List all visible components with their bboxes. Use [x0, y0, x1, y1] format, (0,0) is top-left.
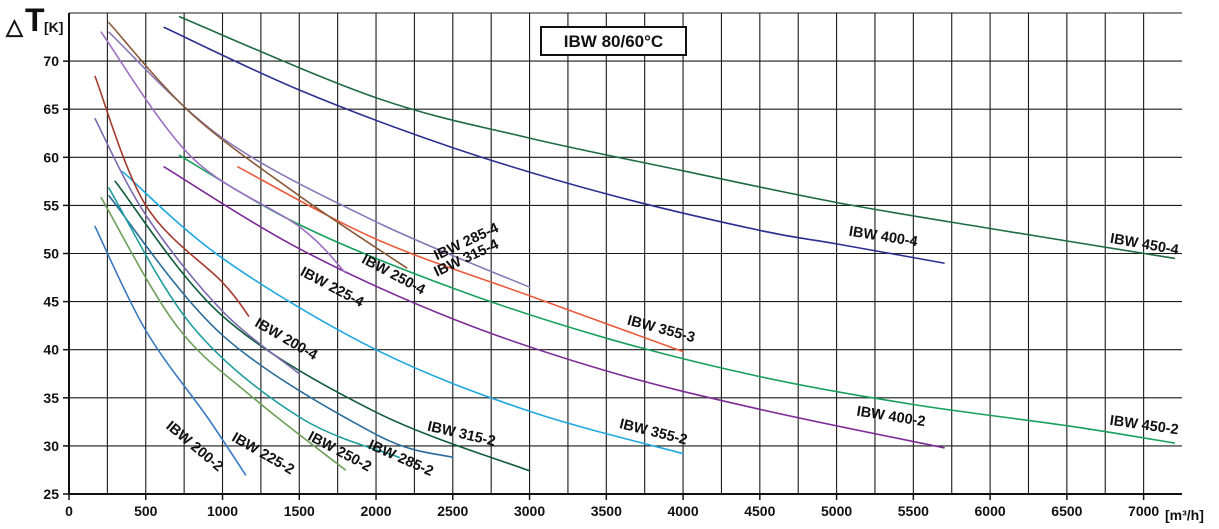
series-line-ibw-225-4 [94, 75, 250, 317]
y-tick-label: 70 [43, 53, 59, 69]
y-tick-label: 40 [43, 342, 59, 358]
x-tick-label: 0 [65, 503, 73, 519]
series-line-ibw-285-4 [108, 21, 408, 269]
x-tick-label: 2000 [360, 503, 391, 519]
series-line-ibw-250-4 [100, 31, 347, 274]
series-line-ibw-200-2 [94, 225, 247, 476]
y-tick-label: 30 [43, 438, 59, 454]
series-line-ibw-400-4 [163, 26, 945, 264]
y-tick-label: 50 [43, 246, 59, 262]
data-curves [94, 16, 1176, 476]
series-line-ibw-285-2 [108, 195, 454, 459]
y-axis-label-main: T [25, 2, 45, 38]
chart-title: IBW 80/60°C [540, 26, 687, 56]
y-axis-label-unit: [K] [44, 19, 63, 35]
chart-title-box [540, 26, 687, 56]
series-line-ibw-355-3 [237, 166, 684, 353]
x-tick-label: 4500 [744, 503, 775, 519]
chart-title-text: IBW 80/60°C [564, 32, 663, 51]
series-line-ibw-225-2 [100, 196, 347, 471]
series-line-ibw-200-4 [94, 118, 301, 375]
x-tick-label: 1500 [284, 503, 315, 519]
series-line-ibw-315-4 [108, 31, 531, 288]
axes: 0 500 1000 1500 2000 2500 3000 3500 4000 4500 5000… [43, 13, 1182, 519]
series-line-ibw-315-2 [114, 180, 531, 472]
series-line-ibw-450-4 [178, 16, 1176, 260]
x-tick-label: 2500 [437, 503, 468, 519]
x-tick-label: 500 [134, 503, 158, 519]
y-tick-label: 65 [43, 101, 59, 117]
x-tick-label: 6500 [1051, 503, 1082, 519]
y-tick-label: 60 [43, 149, 59, 165]
x-axis-label: [m³/h] [1165, 507, 1204, 523]
x-tick-label: 1000 [207, 503, 238, 519]
y-tick-label: 55 [43, 197, 59, 213]
x-tick-label: 4000 [667, 503, 698, 519]
x-tick-label: 3500 [591, 503, 622, 519]
series-line-ibw-250-2 [108, 187, 400, 459]
series-line-ibw-355-2 [121, 170, 684, 455]
x-tick-label: 5000 [821, 503, 852, 519]
y-axis-label-symbol: △ [5, 14, 24, 39]
series-line-ibw-450-2 [178, 154, 1176, 444]
y-tick-label: 35 [43, 390, 59, 406]
series-line-ibw-400-2 [163, 166, 945, 449]
y-tick-label: 25 [43, 486, 59, 502]
x-tick-label: 7000 [1128, 503, 1159, 519]
x-tick-label: 3000 [514, 503, 545, 519]
grid [69, 12, 1182, 494]
y-tick-label: 45 [43, 294, 59, 310]
x-tick-label: 5500 [898, 503, 929, 519]
x-tick-label: 6000 [975, 503, 1006, 519]
